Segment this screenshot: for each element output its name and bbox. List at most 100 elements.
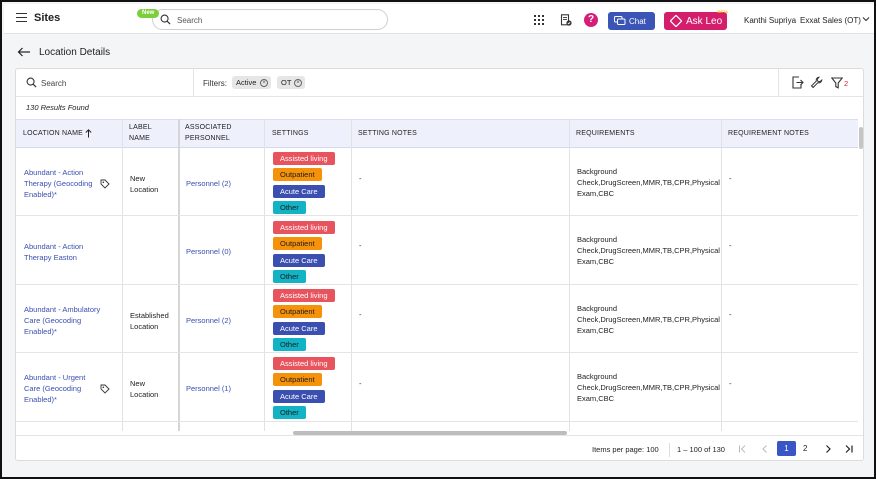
chat-icon — [614, 16, 626, 25]
col-label-name[interactable]: LABEL NAME — [122, 120, 178, 149]
personnel-link[interactable]: Personnel (0) — [186, 247, 232, 256]
wrench-icon[interactable] — [810, 76, 823, 89]
col-requirement-notes[interactable]: REQUIREMENT NOTES — [721, 120, 858, 149]
label-name: New Location — [130, 379, 159, 399]
setting-badge-outpatient: Outpatient — [273, 237, 322, 250]
last-page-icon[interactable] — [843, 444, 855, 454]
toolbar-divider — [778, 69, 779, 97]
requirements-text: Background Check,DrugScreen,MMR,TB,CPR,Ph… — [577, 304, 720, 335]
filter-chip-ot[interactable]: OT × — [277, 76, 305, 89]
search-icon — [160, 14, 171, 25]
column-divider — [264, 119, 265, 431]
col-header-label: LABEL — [129, 124, 152, 131]
new-badge: New — [137, 9, 160, 18]
vertical-scrollbar[interactable] — [859, 127, 863, 149]
tag-icon[interactable] — [100, 179, 110, 189]
filter-icon[interactable] — [831, 77, 843, 89]
setting-badge-other: Other — [273, 270, 306, 283]
page-range: 1 – 100 of 130 — [677, 445, 725, 454]
setting-badge-assisted-living: Assisted living — [273, 289, 335, 302]
location-name-link[interactable]: Abundant - Action Therapy (Geocoding Enabl… — [24, 168, 93, 199]
top-bar: Sites Search New ? Chat Ask Leo BETA Kan… — [4, 4, 874, 34]
requirement-notes: - — [729, 241, 732, 250]
column-divider — [178, 119, 180, 431]
col-settings[interactable]: SETTINGS — [265, 120, 351, 149]
results-count: 130 Results Found — [26, 103, 89, 112]
column-divider — [721, 119, 722, 431]
chat-button[interactable]: Chat — [608, 12, 655, 30]
personnel-link[interactable]: Personnel (2) — [186, 316, 232, 325]
requirements-text: Background Check,DrugScreen,MMR,TB,CPR,Ph… — [577, 372, 720, 403]
setting-badge-outpatient: Outpatient — [273, 168, 322, 181]
horizontal-scrollbar[interactable] — [293, 431, 567, 435]
page-2-button[interactable]: 2 — [803, 444, 808, 453]
setting-badge-acute-care: Acute Care — [273, 322, 325, 335]
col-header-label: SETTING NOTES — [358, 130, 417, 137]
page-1-button[interactable]: 1 — [777, 441, 796, 456]
setting-badge-acute-care: Acute Care — [273, 254, 325, 267]
search-icon — [26, 77, 37, 88]
location-name-link[interactable]: Abundant - Urgent Care (Geocoding Enabled)… — [24, 373, 86, 404]
col-header-label: NAME — [129, 135, 151, 142]
col-header-label: ASSOCIATED — [185, 124, 232, 131]
apps-grid-icon[interactable] — [534, 15, 544, 25]
table-row: Abundant - Action Therapy (Geocoding Enabl… — [16, 148, 858, 216]
setting-notes: - — [359, 310, 362, 319]
global-search-input[interactable]: Search — [152, 9, 388, 30]
ask-leo-button[interactable]: Ask Leo BETA — [664, 9, 728, 30]
col-location-name[interactable]: LOCATION NAME — [16, 120, 122, 149]
col-setting-notes[interactable]: SETTING NOTES — [351, 120, 569, 149]
location-name-link[interactable]: Abundant - Ambulatory Care (Geocoding Enab… — [24, 305, 101, 336]
tag-icon[interactable] — [100, 384, 110, 394]
chat-label: Chat — [629, 17, 646, 26]
personnel-link[interactable]: Personnel (2) — [186, 179, 232, 188]
next-page-icon[interactable] — [823, 444, 833, 454]
prev-page-icon[interactable] — [760, 444, 770, 454]
setting-notes: - — [359, 174, 362, 183]
items-per-page[interactable]: Items per page: 100 — [592, 445, 659, 454]
sort-up-icon[interactable] — [85, 129, 92, 138]
close-icon[interactable]: × — [260, 79, 268, 87]
setting-badge-acute-care: Acute Care — [273, 185, 325, 198]
column-divider — [122, 119, 123, 431]
requirement-notes: - — [729, 310, 732, 319]
location-name-link[interactable]: Abundant - Action Therapy Easton — [24, 242, 84, 262]
col-header-label: REQUIREMENT NOTES — [728, 130, 810, 137]
help-icon[interactable]: ? — [584, 13, 598, 27]
close-icon[interactable]: × — [294, 79, 302, 87]
table-search-input[interactable]: Search — [41, 79, 67, 88]
filter-chip-active[interactable]: Active × — [232, 76, 271, 89]
hamburger-icon[interactable] — [16, 13, 27, 22]
document-icon[interactable] — [560, 14, 572, 26]
setting-badge-assisted-living: Assisted living — [273, 221, 335, 234]
back-arrow-icon[interactable] — [17, 47, 31, 57]
user-name[interactable]: Kanthi Supriya — [744, 16, 797, 25]
table-row: Abundant - Action Therapy Easton Personne… — [16, 217, 858, 285]
setting-badge-other: Other — [273, 338, 306, 351]
filters-label: Filters: — [203, 79, 227, 88]
setting-badge-outpatient: Outpatient — [273, 373, 322, 386]
setting-badge-assisted-living: Assisted living — [273, 152, 335, 165]
setting-badge-other: Other — [273, 406, 306, 419]
footer-divider — [669, 443, 670, 457]
setting-notes: - — [359, 241, 362, 250]
toolbar-divider — [193, 69, 194, 97]
filter-chip-label: OT — [281, 78, 292, 87]
setting-notes: - — [359, 379, 362, 388]
filter-count-badge: 2 — [844, 79, 849, 88]
col-header-label: REQUIREMENTS — [576, 130, 635, 137]
table-row: Abundant - Urgent Care (Geocoding Enabled)… — [16, 354, 858, 422]
requirement-notes: - — [729, 379, 732, 388]
col-associated-personnel[interactable]: ASSOCIATED PERSONNEL — [178, 120, 264, 149]
export-icon[interactable] — [791, 76, 804, 89]
personnel-link[interactable]: Personnel (1) — [186, 384, 232, 393]
app-title: Sites — [34, 12, 61, 24]
col-requirements[interactable]: REQUIREMENTS — [569, 120, 721, 149]
search-placeholder: Search — [177, 16, 203, 25]
chevron-down-icon[interactable] — [862, 15, 870, 23]
ask-leo-icon — [670, 15, 682, 27]
org-name[interactable]: Exxat Sales (OT) — [800, 16, 861, 25]
first-page-icon[interactable] — [738, 444, 748, 454]
col-header-label: SETTINGS — [272, 130, 309, 137]
